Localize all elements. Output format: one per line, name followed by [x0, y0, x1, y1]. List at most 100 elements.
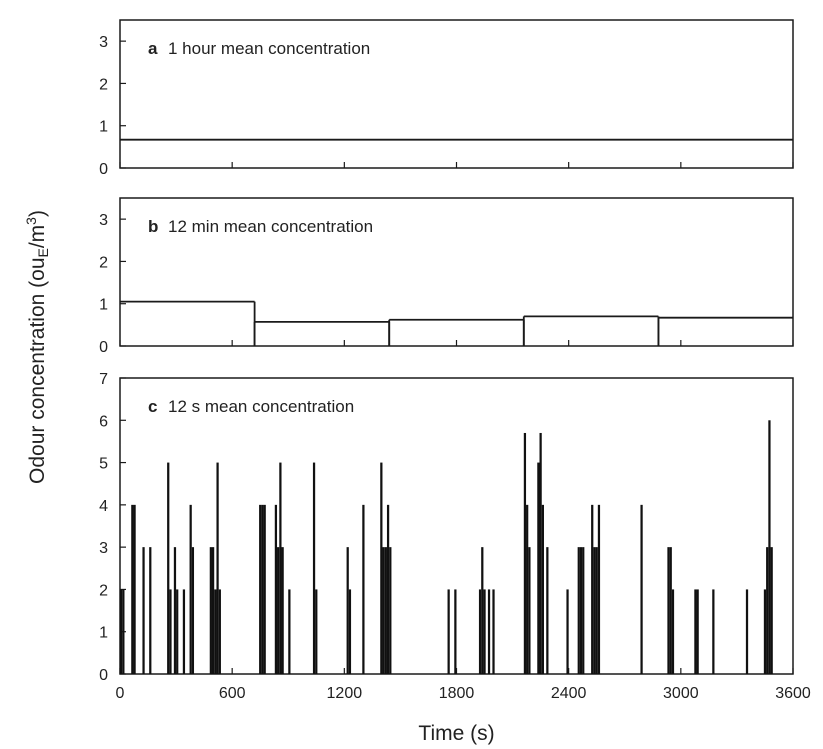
concentration-bar [218, 589, 221, 674]
y-axis-label: Odour concentration (ouE/m3) [23, 210, 51, 484]
y-tick-label: 3 [99, 34, 108, 51]
y-tick-label: 5 [99, 456, 108, 473]
concentration-bar [579, 547, 583, 674]
concentration-bar [669, 547, 672, 674]
concentration-bar [263, 504, 266, 674]
concentration-bar [667, 547, 670, 674]
concentration-bar [640, 504, 643, 674]
panel-b-series [120, 300, 793, 346]
x-tick-label: 1800 [439, 685, 475, 702]
panel-b: b 12 min mean concentration 0 1 2 3 [99, 197, 794, 356]
panel-c-y-ticks: 0 1 2 3 4 5 6 7 [99, 371, 126, 684]
concentration-bar [131, 504, 134, 674]
y-axis-label-subscript: E [35, 248, 51, 257]
x-axis-label: Time (s) [418, 722, 494, 745]
concentration-bar [274, 504, 278, 674]
x-tick-label: 3000 [663, 685, 699, 702]
concentration-bar [279, 462, 282, 674]
y-axis-label-unit: /m [26, 225, 49, 248]
concentration-bar [173, 547, 177, 674]
concentration-bar [288, 589, 291, 674]
concentration-bar [539, 432, 542, 674]
concentration-bar [526, 504, 529, 674]
concentration-bar [541, 504, 544, 674]
concentration-bar [745, 589, 749, 674]
concentration-bar [120, 589, 123, 674]
y-axis-label-superscript: 3 [23, 217, 39, 225]
concentration-bar [191, 547, 195, 674]
concentration-bar [167, 462, 170, 674]
concentration-bar [149, 547, 152, 674]
concentration-bar [593, 547, 596, 674]
concentration-bar [348, 589, 352, 674]
concentration-bar [384, 547, 387, 674]
concentration-bar [386, 504, 390, 674]
concentration-bar [382, 547, 385, 674]
concentration-bar [694, 589, 697, 674]
concentration-bar [277, 547, 280, 674]
concentration-bar [546, 547, 549, 674]
concentration-bar [169, 589, 172, 674]
panel-c-x-ticks: 0 600 1200 1800 2400 3000 3600 [116, 668, 811, 702]
concentration-bar [261, 504, 264, 674]
concentration-bar [523, 432, 527, 674]
concentration-bar [389, 547, 392, 674]
concentration-bar [209, 547, 212, 674]
y-tick-label: 0 [99, 339, 108, 356]
concentration-bar [214, 589, 217, 674]
concentration-bar [478, 589, 482, 674]
y-tick-label: 2 [99, 76, 108, 93]
y-tick-label: 7 [99, 371, 108, 388]
concentration-bar [281, 547, 284, 674]
concentration-bar [142, 547, 145, 674]
concentration-bar [763, 589, 767, 674]
concentration-bar [597, 504, 601, 674]
concentration-bar [362, 504, 365, 674]
concentration-bar [566, 589, 569, 674]
y-tick-label: 2 [99, 582, 108, 599]
concentration-bar [133, 504, 136, 674]
panel-c-letter: c [148, 397, 157, 416]
concentration-bar [577, 547, 580, 674]
x-tick-label: 2400 [551, 685, 587, 702]
concentration-bar [492, 589, 495, 674]
panel-c-title: 12 s mean concentration [168, 397, 354, 416]
concentration-bar [768, 420, 771, 674]
concentration-bar [211, 547, 215, 674]
concentration-bar [712, 589, 715, 674]
concentration-bar [528, 547, 531, 674]
y-tick-label: 1 [99, 297, 108, 314]
panel-c: c 12 s mean concentration 0 1 2 3 4 5 6 7 0 600 1… [99, 371, 811, 702]
concentration-bar [487, 589, 491, 674]
concentration-bar [454, 589, 457, 674]
panel-a-title: 1 hour mean concentration [168, 39, 370, 58]
y-tick-label: 1 [99, 119, 108, 136]
y-tick-label: 6 [99, 413, 108, 430]
concentration-bar [259, 504, 262, 674]
concentration-bar [591, 504, 594, 674]
concentration-bar [537, 462, 540, 674]
concentration-bar [770, 547, 773, 674]
y-tick-label: 1 [99, 625, 108, 642]
y-tick-label: 0 [99, 161, 108, 178]
concentration-bar [122, 589, 125, 674]
concentration-bar [216, 462, 219, 674]
panel-a-x-ticks [119, 162, 794, 168]
y-tick-label: 3 [99, 540, 108, 557]
panel-a: a 1 hour mean concentration 0 1 2 3 [99, 19, 794, 178]
panel-b-y-ticks: 0 1 2 3 [99, 212, 126, 356]
y-axis-label-end: ) [26, 210, 49, 217]
x-tick-label: 600 [219, 685, 246, 702]
concentration-bar [182, 589, 186, 674]
x-tick-label: 3600 [775, 685, 811, 702]
concentration-bar [483, 589, 486, 674]
concentration-bar [346, 547, 349, 674]
concentration-bar [447, 589, 450, 674]
concentration-bar [671, 589, 675, 674]
y-tick-label: 3 [99, 212, 108, 229]
y-tick-label: 4 [99, 498, 108, 515]
panel-b-letter: b [148, 217, 158, 236]
concentration-bar [380, 462, 383, 674]
y-axis-label-main: Odour concentration (ou [26, 258, 49, 484]
